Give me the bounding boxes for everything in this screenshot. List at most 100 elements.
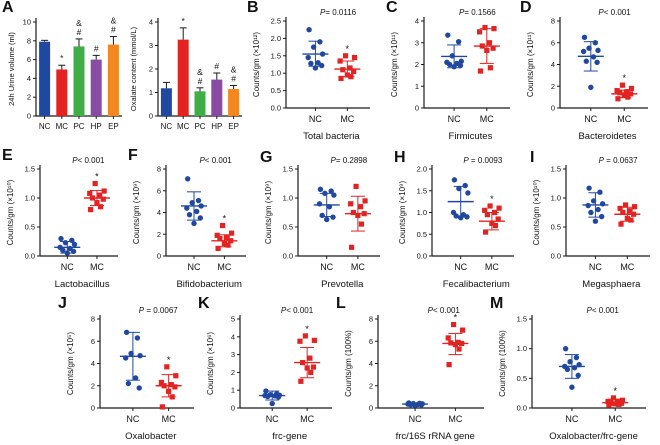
svg-text:&: &: [76, 18, 82, 28]
svg-text:0: 0: [149, 112, 153, 121]
svg-text:#: #: [77, 27, 82, 37]
svg-text:2.5: 2.5: [271, 17, 281, 26]
svg-text:MC: MC: [608, 414, 622, 424]
svg-text:0.5: 0.5: [25, 223, 35, 232]
svg-text:#: #: [198, 76, 203, 86]
svg-text:NC: NC: [320, 262, 333, 272]
svg-text:EP: EP: [228, 122, 239, 131]
svg-text:Counts/gm (×10⁹): Counts/gm (×10⁹): [398, 181, 407, 245]
svg-text:MC: MC: [217, 262, 231, 272]
svg-text:0.0: 0.0: [25, 252, 35, 261]
svg-text:NC: NC: [266, 414, 279, 424]
svg-text:Megasphaera: Megasphaera: [582, 279, 641, 290]
svg-text:Counts/gm (×10¹⁰): Counts/gm (×10¹⁰): [532, 179, 541, 245]
svg-text:6: 6: [27, 55, 31, 64]
svg-text:*: *: [454, 313, 458, 323]
chart-bifidobacterium: 0 2 4 6 8 Counts/gm (×10⁹) P< 0.001 NC * MC Bifido…: [132, 156, 246, 290]
svg-text:4: 4: [369, 359, 373, 368]
svg-text:1: 1: [149, 88, 153, 97]
svg-text:0: 0: [231, 404, 235, 413]
svg-text:2: 2: [551, 82, 555, 91]
svg-text:4: 4: [91, 359, 95, 368]
svg-text:&: &: [111, 16, 117, 26]
svg-text:2: 2: [149, 65, 153, 74]
svg-text:0.5: 0.5: [417, 230, 427, 239]
svg-text:Counts/gm (×10¹²): Counts/gm (×10¹²): [252, 32, 261, 97]
svg-text:1.0: 1.0: [551, 194, 561, 203]
svg-text:MC: MC: [351, 262, 365, 272]
svg-text:P< 0.001: P< 0.001: [72, 156, 105, 165]
svg-text:NC: NC: [188, 262, 201, 272]
panel-letter-l: L: [336, 295, 346, 312]
svg-text:MC: MC: [620, 262, 634, 272]
svg-text:P= 0.2898: P= 0.2898: [330, 156, 367, 165]
svg-text:#: #: [111, 25, 116, 35]
svg-text:P< 0.001: P< 0.001: [281, 306, 314, 315]
svg-text:P= 0.1566: P= 0.1566: [459, 8, 496, 17]
svg-text:0: 0: [551, 104, 555, 113]
svg-text:*: *: [490, 194, 494, 204]
svg-text:1.5: 1.5: [417, 186, 427, 195]
svg-text:2.0: 2.0: [417, 165, 427, 174]
svg-text:2.0: 2.0: [271, 34, 281, 43]
svg-text:4: 4: [157, 208, 161, 217]
chart-frc-gene: 0 1 2 3 4 5 Counts/gm (×10⁶) P< 0.001 NC * MC frc-g…: [206, 306, 332, 442]
panel-letter-k: K: [198, 295, 210, 312]
svg-text:Counts/gm (×10⁹): Counts/gm (×10⁹): [264, 181, 273, 245]
chart-frc-16s-rrna-gene: 0 2 4 6 8 Counts/gm (100%) P< 0.001 NC * MC frc/16…: [344, 306, 484, 442]
svg-text:0: 0: [157, 252, 161, 261]
panel-letter-j: J: [58, 295, 67, 312]
svg-text:HP: HP: [211, 122, 222, 131]
svg-text:8: 8: [551, 17, 555, 26]
chart-prevotella: 0.0 0.5 1.0 1.5 Counts/gm (×10⁹) P= 0.2898 NC M…: [264, 156, 380, 290]
svg-text:1.5: 1.5: [283, 165, 293, 174]
svg-text:Counts/gm (×10¹¹): Counts/gm (×10¹¹): [526, 32, 535, 97]
chart-total-bacteria: 0.0 0.5 1.0 1.5 2.0 2.5 Counts/gm (×10¹²) P= 0.…: [252, 8, 370, 142]
svg-text:NC: NC: [448, 114, 461, 124]
svg-text:frc-gene: frc-gene: [272, 431, 307, 442]
chart-fecalibacterium: 0.0 0.5 1.0 1.5 2.0 Counts/gm (×10⁹) P = 0.009…: [398, 156, 514, 290]
svg-text:#: #: [214, 61, 219, 71]
svg-text:2: 2: [231, 368, 235, 377]
chart-firmicutes: 0 1 2 3 4 Counts/gm (×10¹¹) P= 0.1566 NC MC Firmi…: [390, 8, 510, 142]
svg-text:2: 2: [369, 381, 373, 390]
svg-text:Fecalibacterium: Fecalibacterium: [443, 279, 510, 290]
svg-text:NC: NC: [61, 262, 74, 272]
svg-text:1: 1: [415, 82, 419, 91]
svg-text:PC: PC: [194, 122, 205, 131]
svg-text:2: 2: [415, 60, 419, 69]
svg-text:0.0: 0.0: [271, 104, 281, 113]
svg-text:&: &: [197, 67, 203, 77]
svg-text:P = 0.0093: P = 0.0093: [463, 156, 502, 165]
svg-text:P = 0.0067: P = 0.0067: [139, 306, 178, 315]
svg-text:0.0: 0.0: [283, 252, 293, 261]
chart-megasphaera: 0.0 0.5 1.0 1.5 Counts/gm (×10¹⁰) P = 0.0637 N…: [532, 156, 650, 290]
svg-text:6: 6: [91, 337, 95, 346]
svg-text:4: 4: [415, 17, 419, 26]
svg-text:3: 3: [149, 41, 153, 50]
svg-text:*: *: [60, 53, 64, 63]
svg-text:4: 4: [149, 18, 153, 27]
svg-text:0: 0: [91, 404, 95, 413]
svg-text:*: *: [346, 44, 350, 54]
svg-text:4: 4: [551, 60, 555, 69]
svg-text:Prevotella: Prevotella: [321, 279, 364, 290]
svg-text:EP: EP: [108, 122, 119, 131]
svg-text:0.5: 0.5: [271, 86, 281, 95]
svg-text:*: *: [182, 16, 186, 26]
svg-text:&: &: [231, 64, 237, 74]
panel-letter-a: A: [2, 0, 14, 16]
panel-letter-e: E: [2, 147, 13, 164]
svg-text:*: *: [223, 214, 227, 224]
svg-text:#: #: [231, 73, 236, 83]
svg-text:1.0: 1.0: [283, 194, 293, 203]
svg-text:MC: MC: [340, 114, 354, 124]
chart-bacteroidetes: 0 2 4 6 8 Counts/gm (×10¹¹) P< 0.001 NC * MC Bacte…: [526, 8, 648, 142]
svg-text:2: 2: [91, 381, 95, 390]
svg-text:Oxalobacter: Oxalobacter: [125, 431, 176, 442]
svg-text:MC: MC: [56, 122, 69, 131]
svg-text:6: 6: [551, 38, 555, 47]
svg-text:NC: NC: [39, 122, 51, 131]
